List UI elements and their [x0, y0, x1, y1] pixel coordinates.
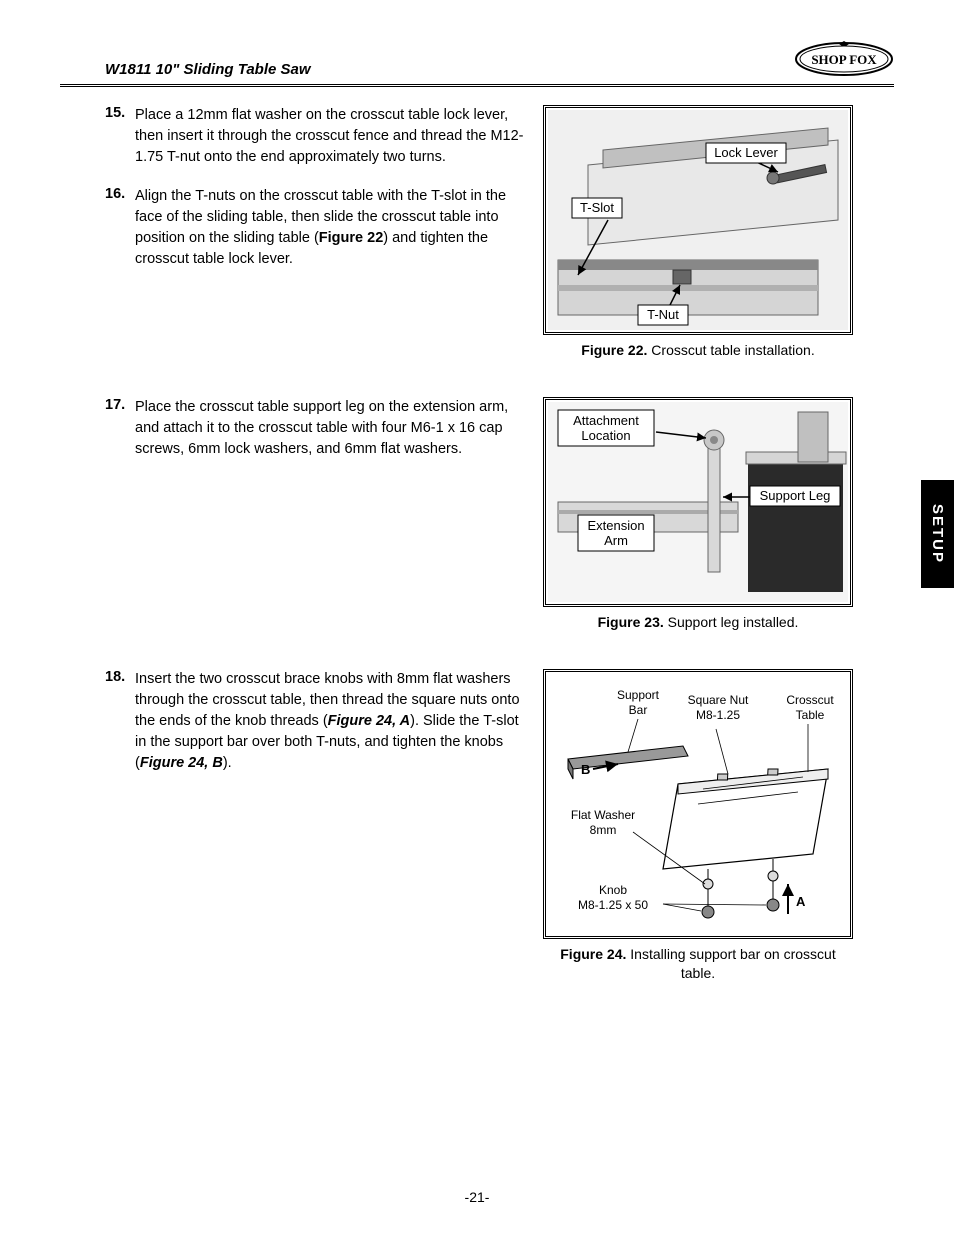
step-15: 15. Place a 12mm flat washer on the cros… — [105, 105, 525, 168]
svg-text:Bar: Bar — [629, 703, 648, 717]
step-body: Insert the two crosscut brace knobs with… — [135, 669, 525, 774]
svg-text:Crosscut: Crosscut — [786, 693, 834, 707]
svg-text:M8-1.25 x 50: M8-1.25 x 50 — [578, 898, 648, 912]
content: 15. Place a 12mm flat washer on the cros… — [60, 105, 894, 1002]
page-header: W1811 10" Sliding Table Saw SHOP FOX — [60, 40, 894, 87]
svg-text:Knob: Knob — [599, 883, 627, 897]
svg-text:8mm: 8mm — [590, 823, 617, 837]
svg-text:Flat Washer: Flat Washer — [571, 808, 635, 822]
svg-text:Arm: Arm — [604, 533, 628, 548]
svg-text:T-Nut: T-Nut — [647, 307, 679, 322]
svg-text:Table: Table — [796, 708, 825, 722]
figure-23-caption: Figure 23. Support leg installed. — [543, 613, 853, 631]
svg-text:B: B — [581, 762, 590, 777]
step-number: 15. — [105, 105, 131, 168]
svg-text:A: A — [796, 894, 806, 909]
step-number: 18. — [105, 669, 131, 774]
step-17: 17. Place the crosscut table support leg… — [105, 397, 525, 460]
svg-text:SHOP FOX: SHOP FOX — [811, 52, 877, 67]
step-number: 17. — [105, 397, 131, 460]
shop-fox-logo: SHOP FOX — [794, 40, 894, 78]
step-number: 16. — [105, 186, 131, 270]
svg-text:Support Leg: Support Leg — [760, 488, 831, 503]
svg-text:M8-1.25: M8-1.25 — [696, 708, 740, 722]
figure-22: Lock Lever T-Slot T-Nut — [543, 105, 853, 335]
figure-24: A B Support Bar Square Nut M8-1.25 — [543, 669, 853, 939]
section-tab: SETUP — [921, 480, 954, 588]
step-16: 16. Align the T-nuts on the crosscut tab… — [105, 186, 525, 270]
step-18: 18. Insert the two crosscut brace knobs … — [105, 669, 525, 774]
svg-text:Lock Lever: Lock Lever — [714, 145, 778, 160]
svg-text:Support: Support — [617, 688, 660, 702]
doc-title: W1811 10" Sliding Table Saw — [60, 61, 311, 78]
svg-text:Extension: Extension — [587, 518, 644, 533]
svg-text:Attachment: Attachment — [573, 413, 639, 428]
step-body: Place a 12mm flat washer on the crosscut… — [135, 105, 525, 168]
svg-text:Location: Location — [581, 428, 630, 443]
svg-text:Square Nut: Square Nut — [688, 693, 749, 707]
page-number: -21- — [0, 1189, 954, 1205]
figure-23: Attachment Location Support Leg Extensio… — [543, 397, 853, 607]
figure-24-caption: Figure 24. Installing support bar on cro… — [543, 945, 853, 981]
svg-text:T-Slot: T-Slot — [580, 200, 614, 215]
step-body: Place the crosscut table support leg on … — [135, 397, 525, 460]
step-body: Align the T-nuts on the crosscut table w… — [135, 186, 525, 270]
figure-22-caption: Figure 22. Crosscut table installation. — [543, 341, 853, 359]
